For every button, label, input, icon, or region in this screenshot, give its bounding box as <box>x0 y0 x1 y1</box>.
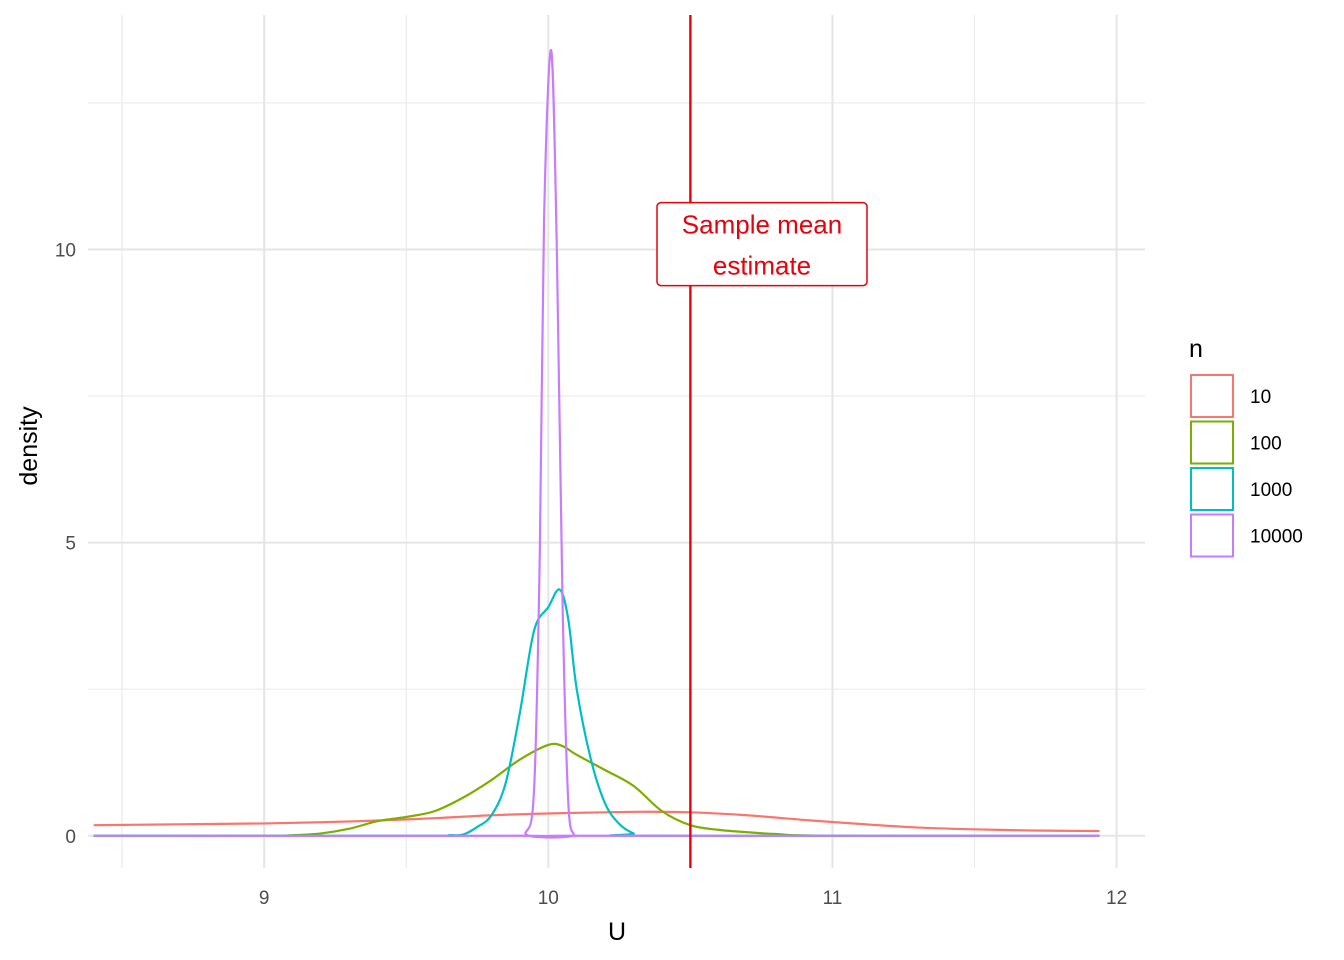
x-tick-label: 12 <box>1106 888 1127 909</box>
annotation-line-2: estimate <box>713 251 811 281</box>
minor-gridlines-y <box>88 102 1145 690</box>
major-gridlines-y <box>88 248 1145 837</box>
major-gridlines-x <box>263 15 1118 868</box>
y-tick-label: 0 <box>65 827 76 848</box>
x-tick-label: 11 <box>823 888 843 909</box>
x-tick-label: 10 <box>538 888 559 909</box>
legend-key-n-100 <box>1190 420 1234 465</box>
y-tick-labels: 0 5 10 <box>55 241 76 848</box>
legend-key-n-1000 <box>1190 467 1234 511</box>
density-line-n-1000 <box>93 588 1100 838</box>
density-line-n-100 <box>93 742 1100 837</box>
x-tick-label: 9 <box>259 888 270 909</box>
density-curves <box>93 49 1100 839</box>
legend-label: 10000 <box>1250 527 1303 548</box>
x-axis-title: U <box>608 918 626 946</box>
legend-label: 100 <box>1250 434 1282 455</box>
x-tick-labels: 9 10 11 12 <box>259 888 1127 909</box>
sample-mean-annotation: Sample mean estimate <box>656 201 868 287</box>
annotation-box <box>656 201 868 287</box>
legend-label: 10 <box>1250 387 1271 408</box>
y-axis-title: density <box>15 406 43 486</box>
legend: n 10 100 1000 10000 <box>1189 335 1303 558</box>
density-line-n-10000 <box>93 49 1100 839</box>
legend-key-n-10 <box>1190 374 1234 418</box>
density-line-n-10 <box>93 810 1100 833</box>
legend-title: n <box>1189 335 1203 363</box>
y-tick-label: 5 <box>65 534 76 555</box>
legend-key-n-10000 <box>1190 513 1234 558</box>
legend-label: 1000 <box>1250 480 1292 501</box>
annotation-line-1: Sample mean <box>682 210 842 240</box>
y-tick-label: 10 <box>55 241 76 262</box>
